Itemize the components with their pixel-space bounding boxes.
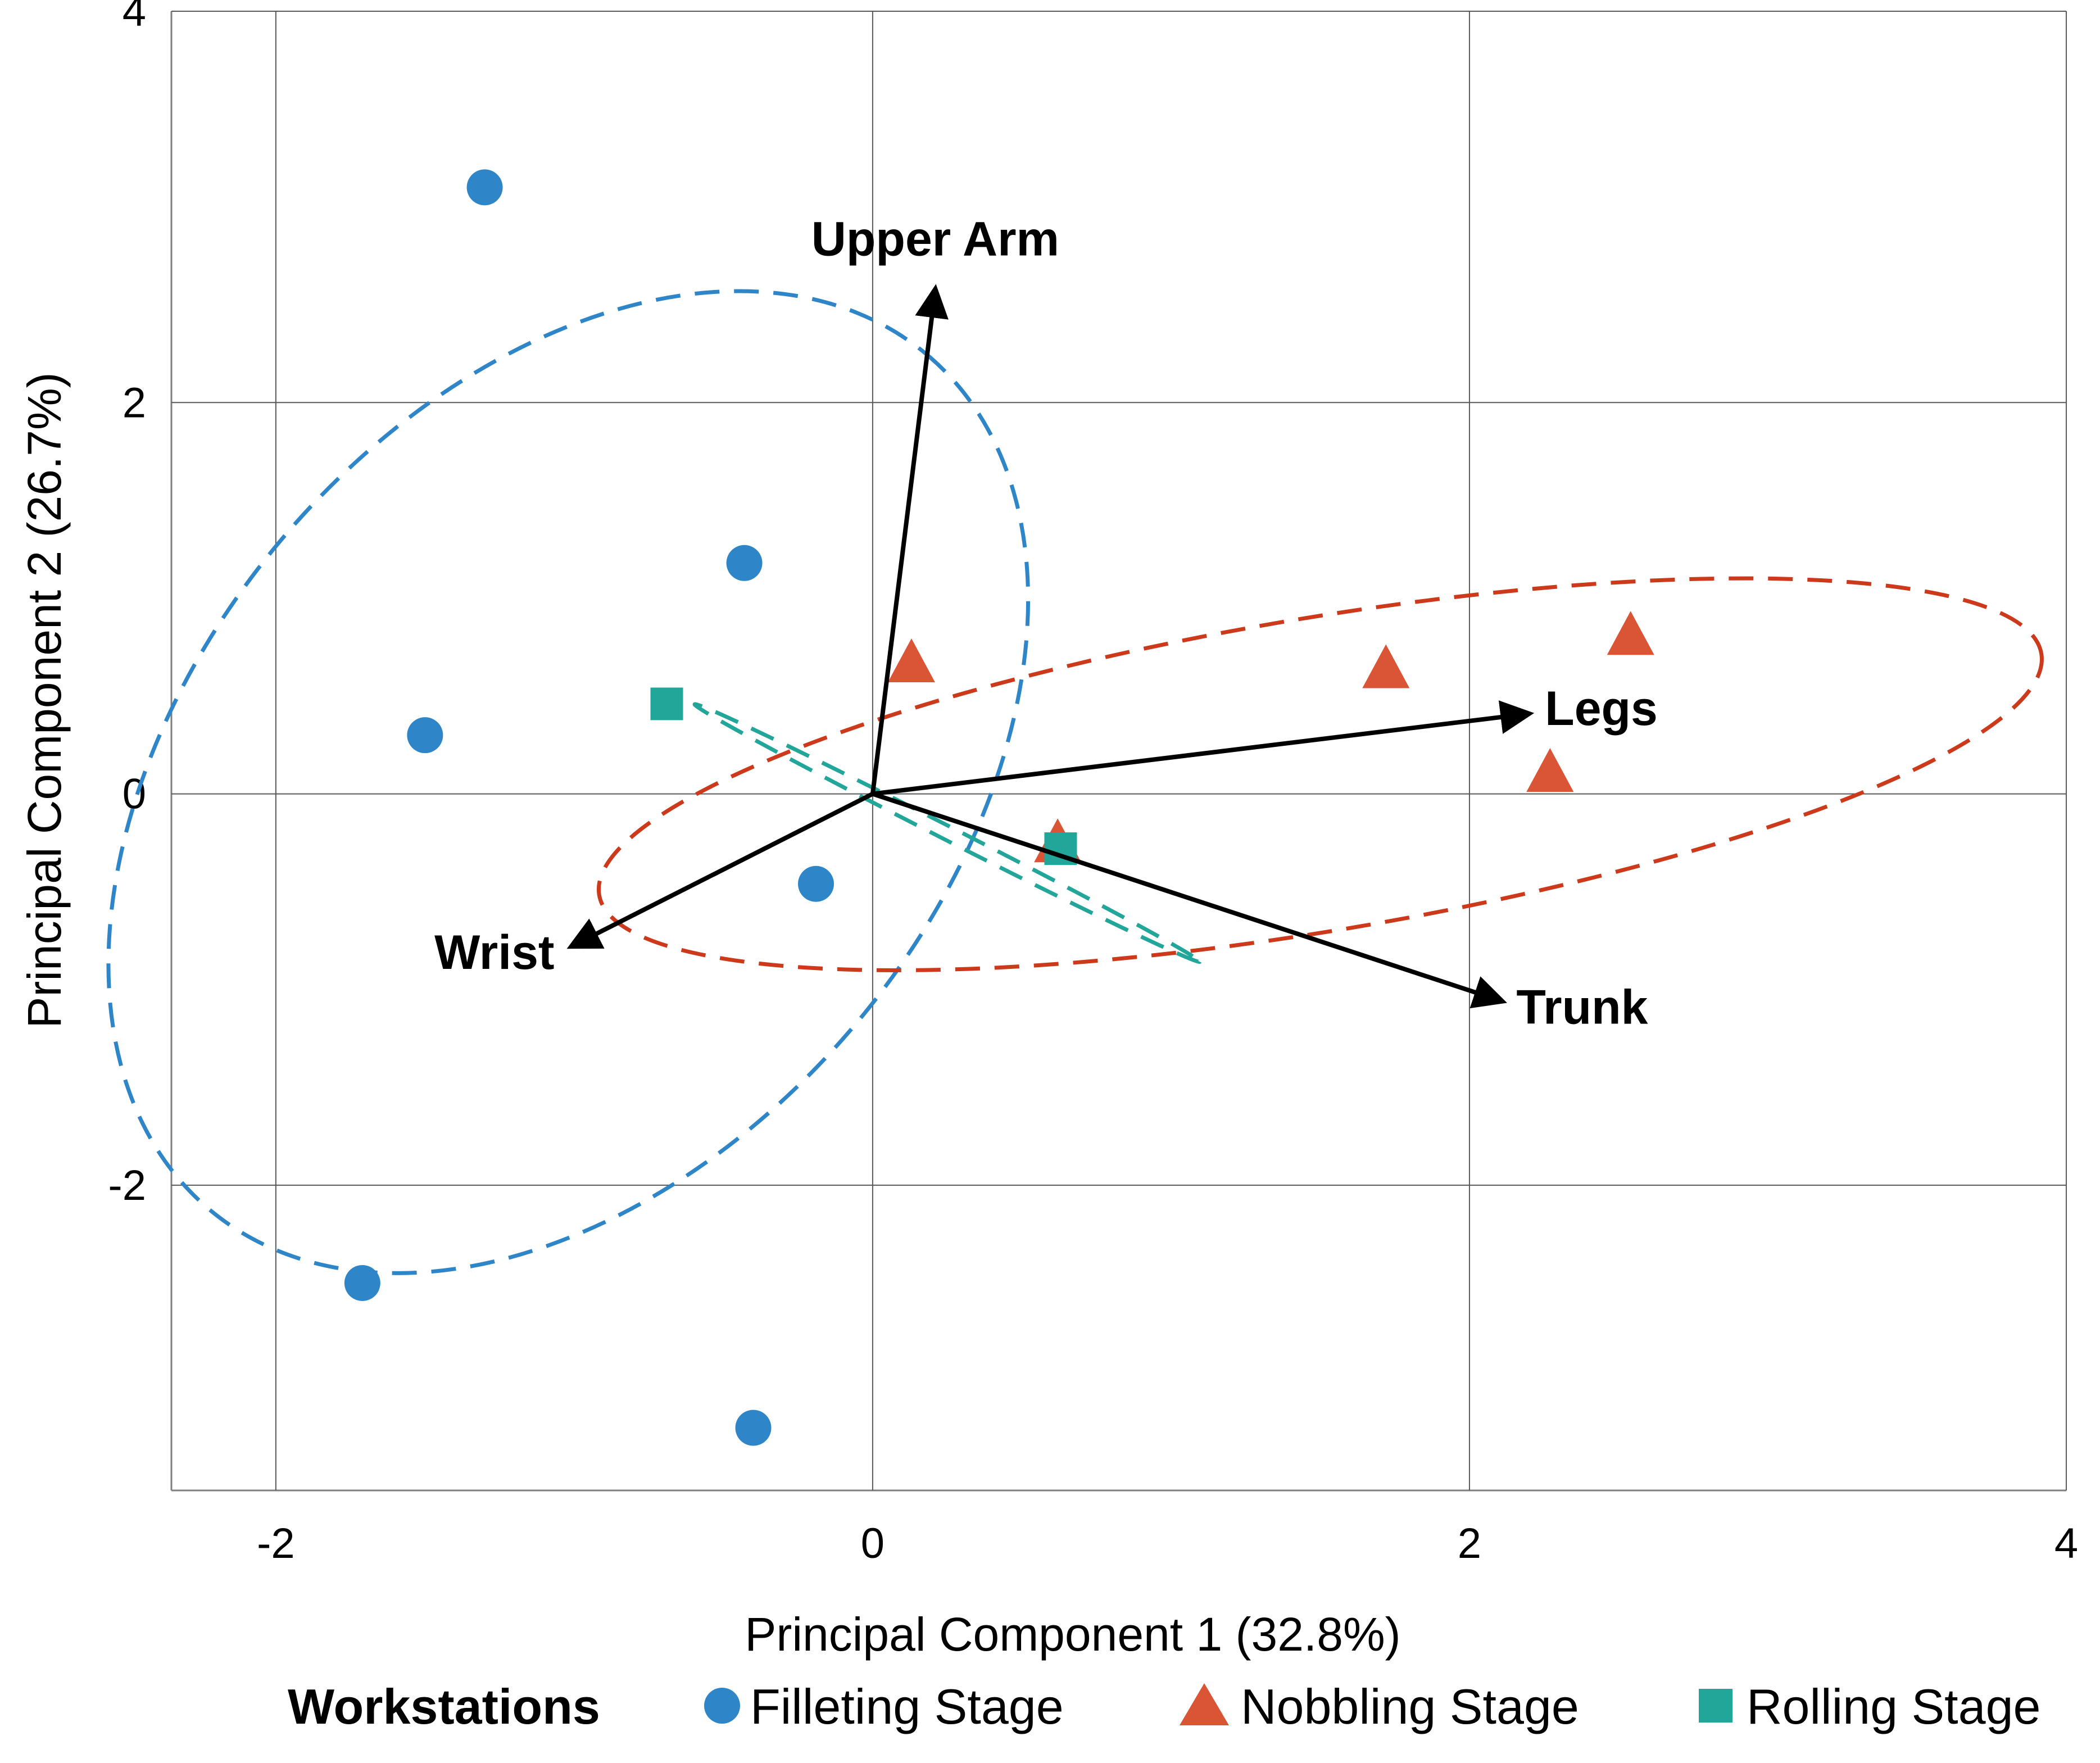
- data-point-circle: [466, 169, 503, 206]
- legend-entry: Rolling Stage: [1747, 1679, 2040, 1734]
- x-tick-label: 4: [2054, 1520, 2078, 1567]
- confidence-ellipse: [596, 576, 2044, 972]
- loading-label: Trunk: [1516, 981, 1648, 1035]
- y-axis-title: Principal Component 2 (26.7%): [18, 372, 71, 1028]
- data-point-circle: [735, 1410, 772, 1446]
- confidence-ellipse: [692, 702, 1202, 964]
- confidence-ellipse: [106, 289, 1031, 1275]
- data-point-circle: [344, 1265, 380, 1301]
- loading-label: Wrist: [434, 926, 554, 980]
- data-point-triangle: [1607, 611, 1654, 655]
- x-axis-title: Principal Component 1 (32.8%): [745, 1608, 1400, 1661]
- data-point-circle: [407, 717, 443, 754]
- legend-title: Workstations: [288, 1679, 600, 1734]
- x-tick-label: -2: [257, 1520, 295, 1567]
- points-group: [344, 169, 1654, 1446]
- legend-marker-circle: [704, 1688, 740, 1724]
- legend-marker-triangle: [1180, 1683, 1229, 1725]
- loading-arrow: [566, 792, 874, 949]
- x-tick-label: 0: [861, 1520, 885, 1567]
- legend-entry: Nobbling Stage: [1241, 1679, 1579, 1734]
- data-point-triangle: [1362, 644, 1410, 688]
- loading-arrow: [872, 791, 1507, 1009]
- data-point-circle: [726, 545, 763, 581]
- y-tick-label: 4: [123, 0, 146, 35]
- legend-entry: Filleting Stage: [750, 1679, 1064, 1734]
- data-point-triangle: [1526, 747, 1574, 792]
- data-point-square: [650, 687, 683, 720]
- loading-label: Upper Arm: [811, 212, 1059, 266]
- loading-arrow: [872, 700, 1535, 796]
- data-point-triangle: [887, 638, 935, 683]
- loadings-group: Upper Arm Legs Trunk Wrist: [434, 212, 1658, 1034]
- ellipse-group: [106, 289, 2044, 1275]
- x-tick-label: 2: [1458, 1520, 1481, 1567]
- legend: Workstations Filleting Stage Nobbling Stag…: [288, 1679, 2040, 1734]
- data-point-circle: [798, 865, 834, 902]
- legend-marker-square: [1699, 1689, 1732, 1723]
- y-tick-label: -2: [108, 1162, 146, 1209]
- loading-arrow: [870, 284, 949, 795]
- y-tick-label: 2: [123, 379, 146, 427]
- loading-label: Legs: [1545, 682, 1658, 736]
